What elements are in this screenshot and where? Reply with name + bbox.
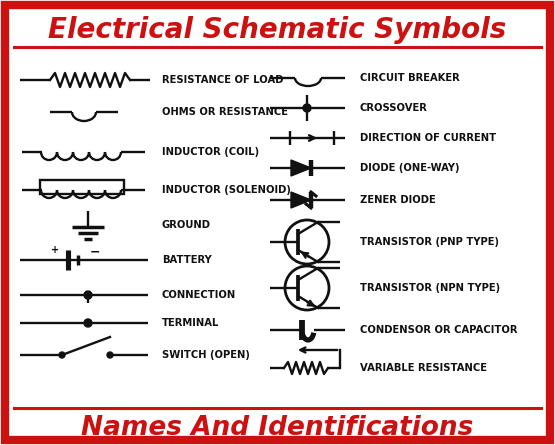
Text: GROUND: GROUND <box>162 220 211 230</box>
Text: CONNECTION: CONNECTION <box>162 290 236 300</box>
Text: TERMINAL: TERMINAL <box>162 318 219 328</box>
Text: DIODE (ONE-WAY): DIODE (ONE-WAY) <box>360 163 460 173</box>
Text: BATTERY: BATTERY <box>162 255 212 265</box>
Bar <box>40 180 124 194</box>
Text: ZENER DIODE: ZENER DIODE <box>360 195 436 205</box>
Text: SWITCH (OPEN): SWITCH (OPEN) <box>162 350 250 360</box>
Circle shape <box>303 104 311 112</box>
Polygon shape <box>291 160 311 176</box>
Circle shape <box>59 352 65 358</box>
Text: TRANSISTOR (NPN TYPE): TRANSISTOR (NPN TYPE) <box>360 283 500 293</box>
FancyBboxPatch shape <box>5 5 550 440</box>
Text: TRANSISTOR (PNP TYPE): TRANSISTOR (PNP TYPE) <box>360 237 499 247</box>
Text: −: − <box>90 246 100 259</box>
Polygon shape <box>291 192 311 208</box>
Circle shape <box>84 319 92 327</box>
Text: Electrical Schematic Symbols: Electrical Schematic Symbols <box>48 16 507 44</box>
Text: RESISTANCE OF LOAD: RESISTANCE OF LOAD <box>162 75 284 85</box>
Text: +: + <box>51 245 59 255</box>
Text: INDUCTOR (COIL): INDUCTOR (COIL) <box>162 147 259 157</box>
Circle shape <box>107 352 113 358</box>
Text: CIRCUIT BREAKER: CIRCUIT BREAKER <box>360 73 460 83</box>
Circle shape <box>84 291 92 299</box>
Text: INDUCTOR (SOLENOID): INDUCTOR (SOLENOID) <box>162 185 291 195</box>
Text: Names And Identifications: Names And Identifications <box>82 415 473 441</box>
Text: OHMS OR RESISTANCE: OHMS OR RESISTANCE <box>162 107 288 117</box>
Text: DIRECTION OF CURRENT: DIRECTION OF CURRENT <box>360 133 496 143</box>
Text: VARIABLE RESISTANCE: VARIABLE RESISTANCE <box>360 363 487 373</box>
Text: CONDENSOR OR CAPACITOR: CONDENSOR OR CAPACITOR <box>360 325 517 335</box>
Text: CROSSOVER: CROSSOVER <box>360 103 428 113</box>
